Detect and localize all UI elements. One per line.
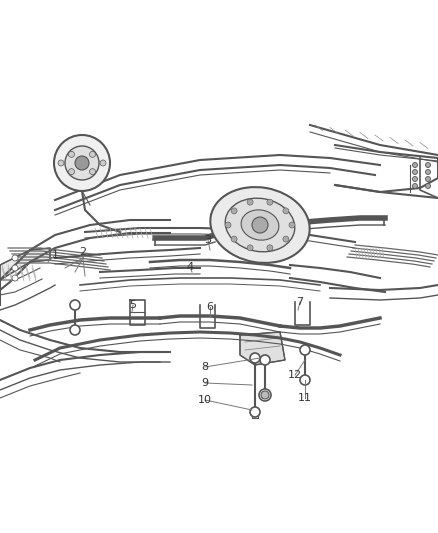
Circle shape [413, 163, 417, 167]
Polygon shape [0, 248, 50, 280]
Text: 2: 2 [79, 247, 87, 257]
Circle shape [100, 160, 106, 166]
Text: 7: 7 [297, 297, 304, 307]
Text: 6: 6 [206, 302, 213, 312]
Circle shape [267, 199, 273, 205]
Circle shape [261, 391, 269, 399]
Circle shape [283, 208, 289, 214]
Circle shape [247, 245, 253, 251]
Circle shape [425, 176, 431, 182]
Circle shape [65, 146, 99, 180]
Circle shape [250, 407, 260, 417]
Circle shape [12, 255, 18, 261]
Text: 10: 10 [198, 395, 212, 405]
Circle shape [259, 389, 271, 401]
Circle shape [425, 183, 431, 189]
Circle shape [413, 169, 417, 174]
Circle shape [413, 183, 417, 189]
Polygon shape [240, 332, 285, 365]
Circle shape [289, 222, 295, 228]
Text: 5: 5 [130, 300, 137, 310]
Circle shape [75, 156, 89, 170]
Circle shape [425, 163, 431, 167]
Circle shape [12, 275, 18, 281]
Ellipse shape [210, 187, 310, 263]
Circle shape [300, 375, 310, 385]
Circle shape [70, 300, 80, 310]
Circle shape [425, 169, 431, 174]
Circle shape [89, 168, 95, 175]
Circle shape [283, 236, 289, 242]
Text: 9: 9 [201, 378, 208, 388]
Circle shape [231, 236, 237, 242]
Circle shape [231, 208, 237, 214]
Circle shape [260, 355, 270, 365]
Circle shape [252, 217, 268, 233]
Text: 12: 12 [288, 370, 302, 380]
Circle shape [250, 353, 260, 363]
Circle shape [12, 265, 18, 271]
Text: 3: 3 [205, 235, 212, 245]
Circle shape [68, 168, 74, 175]
Circle shape [413, 176, 417, 182]
Circle shape [225, 222, 231, 228]
Text: 4: 4 [187, 262, 194, 272]
Circle shape [89, 151, 95, 157]
Text: 1: 1 [52, 250, 59, 260]
Circle shape [54, 135, 110, 191]
Circle shape [300, 345, 310, 355]
Circle shape [70, 325, 80, 335]
Circle shape [247, 199, 253, 205]
Text: 8: 8 [201, 362, 208, 372]
Circle shape [267, 245, 273, 251]
Text: 11: 11 [298, 393, 312, 403]
Ellipse shape [241, 210, 279, 240]
Circle shape [68, 151, 74, 157]
Circle shape [58, 160, 64, 166]
Ellipse shape [225, 198, 295, 252]
